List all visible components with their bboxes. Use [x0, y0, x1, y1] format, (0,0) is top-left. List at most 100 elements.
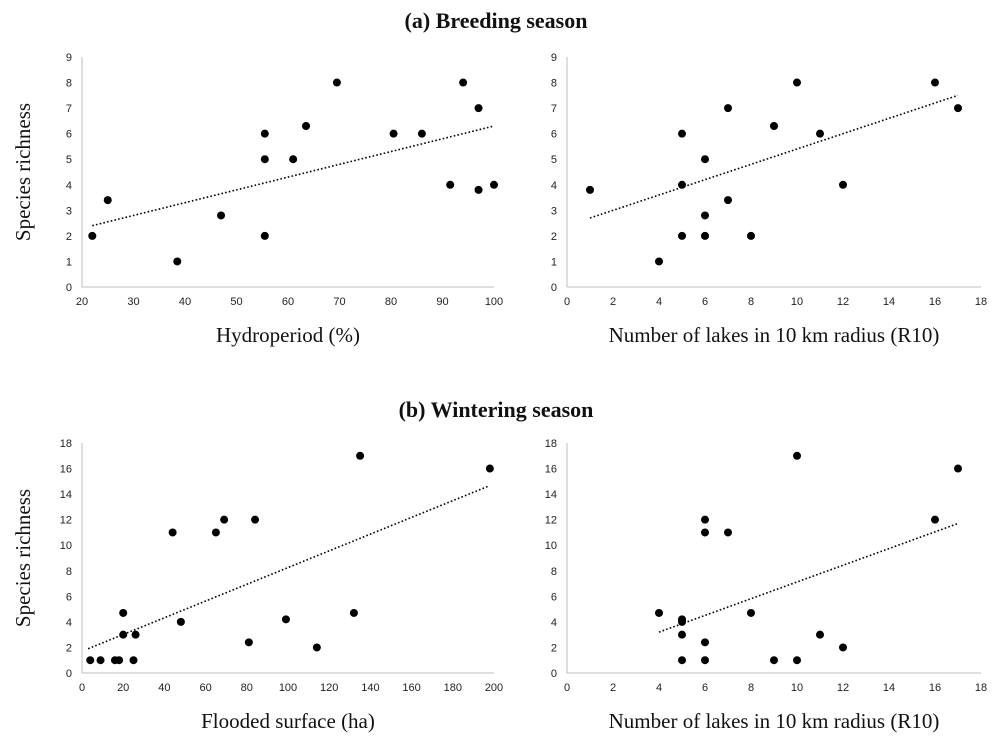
data-point — [446, 180, 455, 189]
data-point — [678, 617, 686, 626]
y-tick-label: 16 — [545, 464, 557, 476]
y-tick-label: 18 — [60, 438, 72, 450]
y-tick-label: 16 — [60, 464, 72, 476]
data-point — [251, 515, 260, 524]
data-point — [356, 451, 365, 460]
data-point — [701, 656, 709, 665]
x-axis-label: Number of lakes in 10 km radius (R10) — [609, 709, 940, 733]
data-point — [86, 656, 95, 665]
x-tick-label: 60 — [199, 682, 211, 694]
x-tick-label: 100 — [279, 682, 297, 694]
data-point — [770, 122, 778, 130]
x-tick-label: 40 — [158, 682, 170, 694]
x-tick-label: 200 — [485, 682, 503, 694]
data-point — [244, 638, 253, 647]
y-tick-label: 10 — [545, 540, 557, 552]
trend-line — [658, 522, 959, 633]
x-tick-label: 80 — [385, 296, 397, 308]
y-tick-label: 9 — [66, 52, 72, 64]
data-point — [931, 515, 939, 524]
data-point — [217, 211, 226, 220]
x-tick-label: 160 — [402, 682, 420, 694]
y-tick-label: 2 — [66, 231, 72, 243]
x-axis-label: Hydroperiod (%) — [216, 323, 360, 347]
x-tick-label: 0 — [564, 296, 570, 308]
x-tick-label: 16 — [929, 296, 941, 308]
y-tick-label: 5 — [551, 154, 557, 166]
trend-line — [87, 485, 489, 650]
data-point — [747, 231, 755, 240]
x-tick-label: 0 — [564, 682, 570, 694]
y-tick-label: 7 — [66, 103, 72, 115]
data-point — [931, 78, 939, 87]
data-point — [701, 515, 709, 524]
data-point — [332, 78, 341, 87]
y-tick-label: 4 — [551, 617, 557, 629]
y-tick-label: 1 — [66, 256, 72, 268]
data-point — [349, 608, 358, 617]
x-tick-label: 4 — [656, 682, 662, 694]
y-tick-label: 0 — [551, 668, 557, 680]
data-point — [954, 104, 962, 113]
x-tick-label: 16 — [929, 682, 941, 694]
x-tick-label: 12 — [837, 682, 849, 694]
x-tick-label: 0 — [79, 682, 85, 694]
data-point — [793, 78, 801, 87]
data-point — [839, 643, 847, 652]
y-tick-label: 8 — [551, 78, 557, 90]
data-point — [770, 656, 778, 665]
data-point — [724, 104, 732, 113]
data-point — [474, 185, 483, 194]
y-tick-label: 12 — [545, 515, 557, 527]
y-tick-label: 4 — [66, 617, 72, 629]
x-tick-label: 30 — [127, 296, 139, 308]
data-point — [168, 528, 177, 537]
data-point — [678, 129, 686, 138]
data-point — [211, 528, 220, 537]
x-tick-label: 40 — [179, 296, 191, 308]
x-tick-label: 14 — [883, 296, 895, 308]
data-point — [816, 630, 824, 639]
x-tick-label: 140 — [361, 682, 379, 694]
y-tick-label: 2 — [66, 642, 72, 654]
y-tick-label: 8 — [66, 78, 72, 90]
y-axis-label: Species richness — [11, 103, 35, 241]
x-tick-label: 14 — [883, 682, 895, 694]
data-point — [417, 129, 426, 138]
data-point — [389, 129, 398, 138]
y-tick-label: 6 — [66, 129, 72, 141]
data-point — [474, 104, 483, 113]
data-point — [724, 528, 732, 537]
x-tick-label: 18 — [975, 682, 987, 694]
data-point — [281, 615, 290, 624]
y-tick-label: 2 — [551, 231, 557, 243]
data-point — [119, 630, 128, 639]
data-point — [678, 656, 686, 665]
x-tick-label: 8 — [748, 682, 754, 694]
data-point — [485, 464, 494, 473]
data-point — [701, 528, 709, 537]
y-tick-label: 4 — [551, 180, 557, 192]
data-point — [954, 464, 962, 473]
x-tick-label: 20 — [76, 296, 88, 308]
x-tick-label: 18 — [975, 296, 987, 308]
data-point — [289, 155, 298, 164]
x-tick-label: 20 — [117, 682, 129, 694]
x-tick-label: 60 — [282, 296, 294, 308]
y-tick-label: 7 — [551, 103, 557, 115]
y-tick-label: 2 — [551, 642, 557, 654]
y-tick-label: 14 — [60, 489, 72, 501]
y-tick-label: 12 — [60, 515, 72, 527]
x-axis-label: Number of lakes in 10 km radius (R10) — [609, 323, 940, 347]
x-tick-label: 120 — [320, 682, 338, 694]
y-axis-label: Species richness — [11, 489, 35, 627]
data-point — [701, 638, 709, 647]
x-tick-label: 90 — [436, 296, 448, 308]
x-tick-label: 6 — [702, 682, 708, 694]
data-point — [701, 231, 709, 240]
y-tick-label: 0 — [66, 282, 72, 294]
y-tick-label: 18 — [545, 438, 557, 450]
y-tick-label: 8 — [551, 566, 557, 578]
data-point — [747, 608, 755, 617]
x-tick-label: 6 — [702, 296, 708, 308]
